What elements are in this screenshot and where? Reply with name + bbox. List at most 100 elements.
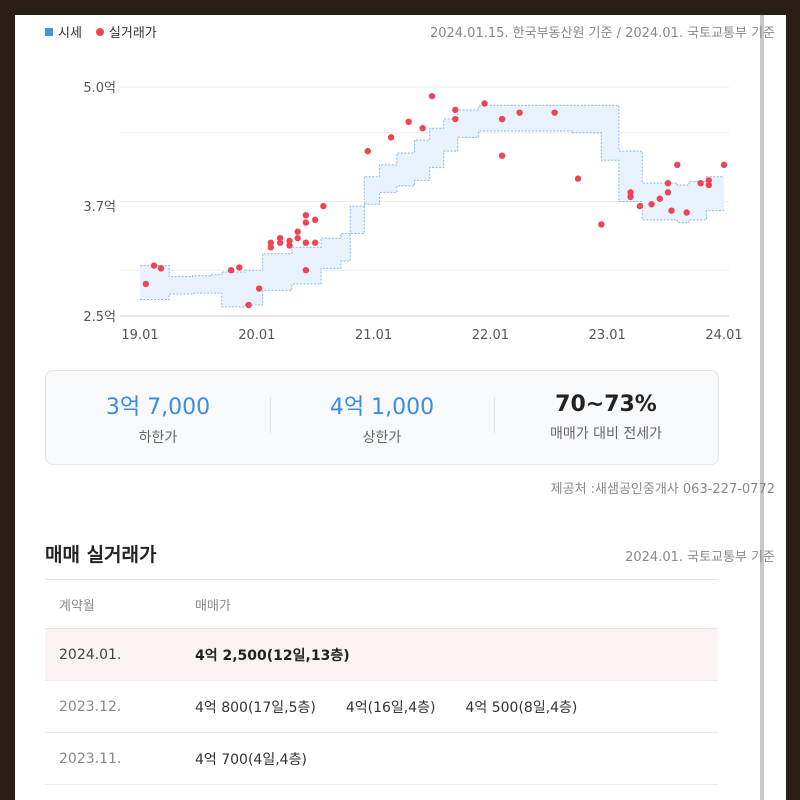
chart-legend: 시세 실거래가: [45, 22, 157, 41]
trade-point: [405, 118, 412, 126]
trade-point: [320, 202, 327, 210]
trade-point: [428, 92, 436, 100]
x-axis-ticks: 19.01 20.01 21.01 22.01 23.01 24.01: [121, 328, 742, 343]
price-band-lower-line: [140, 130, 724, 308]
y-tick-label: 5.0억: [83, 81, 116, 96]
trade-point: [598, 221, 605, 228]
chart-source-note: 2024.01.15. 한국부동산원 기준 / 2024.01. 국토교통부 기…: [429, 26, 775, 41]
table-header: 계약월 매매가: [45, 579, 718, 629]
column-header-month: 계약월: [59, 598, 95, 614]
upper-price-block: 4억 1,000 상한가: [270, 371, 494, 464]
trade-price: 4억 500(8일,4층): [465, 699, 578, 716]
trade-point: [648, 201, 655, 208]
market-price-band: [140, 104, 724, 308]
x-tick-label: 23.01: [589, 328, 626, 343]
trade-point: [481, 100, 488, 107]
x-tick-label: 19.01: [121, 328, 158, 343]
trade-point: [627, 189, 634, 196]
price-band-area: [140, 105, 724, 307]
trade-point: [312, 216, 319, 224]
trade-point: [312, 239, 319, 246]
trade-point: [516, 109, 523, 116]
trade-points: [142, 92, 728, 309]
trade-point: [157, 265, 165, 272]
table-row: 2024.01. 4억 2,500(12일,13층): [45, 629, 718, 681]
jeonse-ratio-label: 매매가 대비 전세가: [550, 426, 662, 442]
legend-trades-label: 실거래가: [108, 26, 157, 41]
x-tick-label: 21.01: [355, 328, 392, 343]
trade-point: [236, 264, 243, 271]
scrollbar-thumb[interactable]: [760, 15, 764, 800]
table-row: 2023.11. 4억 700(4일,4층): [45, 733, 718, 785]
trade-point: [286, 237, 293, 245]
trade-point: [705, 181, 713, 189]
x-tick-label: 24.01: [705, 328, 742, 343]
lower-price-label: 하한가: [138, 429, 178, 446]
trade-point: [574, 175, 582, 182]
y-axis-ticks: 5.0억 3.7억 2.5억: [83, 81, 116, 325]
trade-point: [267, 244, 275, 251]
row-prices: 4억 700(4일,4층): [195, 749, 307, 769]
upper-price-label: 상한가: [362, 429, 402, 446]
trade-dot-icon: [95, 27, 104, 36]
trade-point: [255, 285, 263, 292]
jeonse-ratio-block: 70~73% 매매가 대비 전세가: [494, 371, 718, 464]
trade-point: [302, 239, 310, 246]
trade-point: [276, 239, 284, 246]
y-tick-label: 3.7억: [83, 200, 116, 215]
price-band-upper-line: [140, 104, 724, 278]
trade-point: [627, 193, 634, 201]
trade-point: [452, 106, 459, 114]
trade-point: [294, 234, 301, 242]
trade-point: [286, 242, 293, 249]
jeonse-ratio-value: 70~73%: [555, 392, 657, 417]
trade-point: [683, 209, 690, 216]
trade-point: [498, 115, 506, 123]
trade-point: [150, 262, 158, 269]
column-header-price: 매매가: [195, 598, 231, 614]
trade-point: [551, 109, 558, 116]
trade-point: [142, 280, 150, 288]
trade-point: [664, 189, 672, 196]
trade-point: [656, 195, 663, 202]
trade-point: [498, 152, 506, 159]
trade-price: 4억 700(4일,4층): [195, 751, 307, 768]
row-prices: 4억 2,500(12일,13층): [195, 645, 350, 665]
trade-point: [720, 161, 728, 169]
trade-point: [227, 267, 235, 274]
trade-point: [668, 207, 675, 214]
x-tick-label: 22.01: [472, 328, 509, 343]
row-month: 2023.11.: [59, 750, 122, 767]
trade-point: [302, 219, 310, 226]
trade-point: [245, 301, 252, 309]
y-tick-label: 2.5억: [83, 310, 116, 325]
trades-table: 계약월 매매가 2024.01. 4억 2,500(12일,13층) 2023.…: [45, 579, 718, 785]
trade-point: [302, 267, 310, 274]
trade-point: [664, 179, 672, 187]
trade-point: [419, 125, 426, 132]
price-chart[interactable]: 5.0억 3.7억 2.5억 19.01 20.01 21.01 22.01 23.01 24…: [0, 0, 800, 350]
upper-price-value: 4억 1,000: [329, 394, 435, 420]
provider-info: 제공처 :새샘공인중개사 063-227-0772: [550, 482, 775, 497]
trade-point: [697, 179, 704, 187]
row-month: 2023.12.: [59, 698, 122, 715]
trade-point: [452, 115, 459, 123]
trade-point: [364, 147, 371, 155]
trade-point: [276, 234, 284, 242]
series-square-icon: [45, 27, 53, 36]
trade-point: [267, 239, 275, 246]
x-tick-label: 20.01: [238, 328, 275, 343]
trade-point: [636, 202, 644, 210]
trade-price: 4억 800(17일,5층): [195, 699, 316, 716]
trade-point: [294, 228, 301, 235]
price-summary-card: 3억 7,000 하한가 4억 1,000 상한가 70~73% 매매가 대비 …: [45, 370, 719, 465]
legend-series-label: 시세: [58, 26, 82, 41]
lower-price-block: 3억 7,000 하한가: [46, 371, 270, 464]
lower-price-value: 3억 7,000: [105, 394, 211, 420]
trade-price: 4억(16일,4층): [345, 699, 436, 716]
row-month: 2024.01.: [59, 646, 122, 663]
section-source-note: 2024.01. 국토교통부 기준: [625, 550, 775, 565]
trade-price: 4억 2,500(12일,13층): [195, 647, 350, 664]
trade-point: [387, 134, 395, 141]
trade-point: [705, 177, 713, 184]
